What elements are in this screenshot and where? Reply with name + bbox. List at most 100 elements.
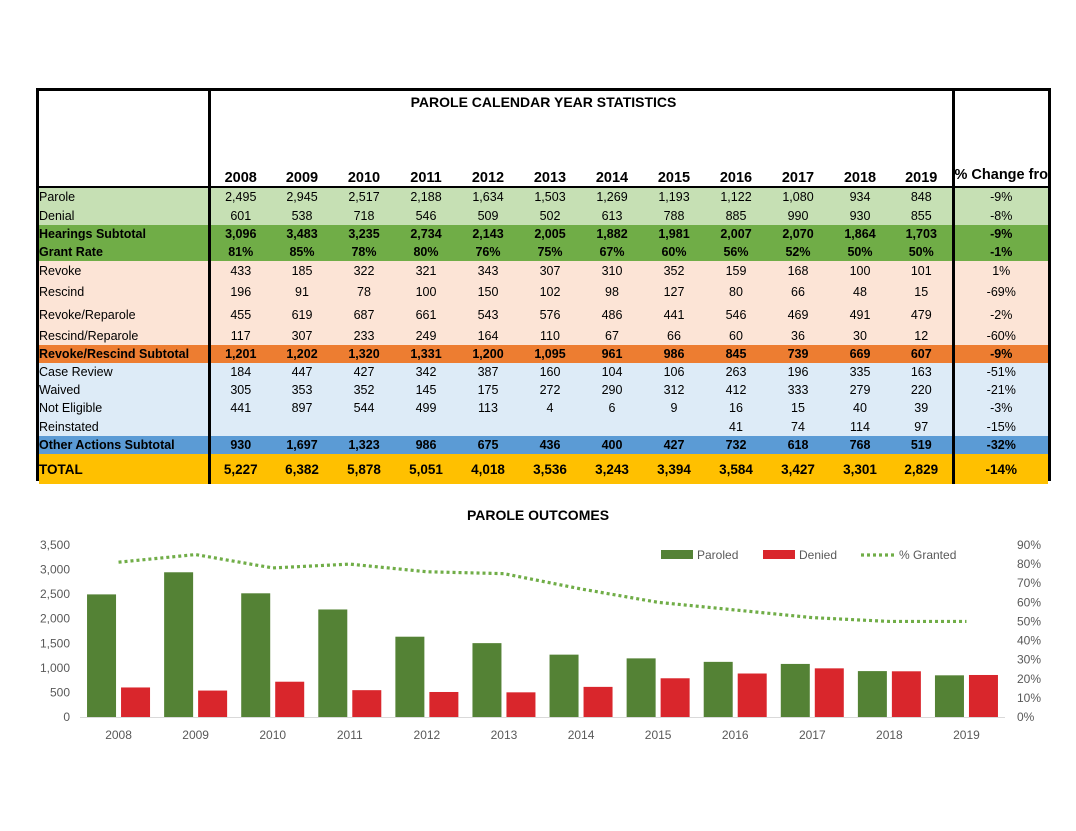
- table-cell: 2,007: [720, 227, 752, 241]
- parole-outcomes-chart: PAROLE OUTCOMES 0 500 1,000 1,500 2,000 2,500…: [0, 495, 1076, 831]
- table-cell: 263: [725, 365, 747, 379]
- table-cell: 4: [546, 401, 554, 415]
- table-cell: 78%: [351, 245, 377, 259]
- pct-change-cell: 1%: [951, 261, 1048, 281]
- pct-change-cell: -21%: [951, 381, 1048, 399]
- denied-bar: [583, 686, 613, 717]
- table-cell: 39: [914, 401, 929, 415]
- table-cell: [209, 417, 271, 436]
- table-cell: 2,829: [904, 461, 939, 477]
- table-cell: 436: [539, 438, 561, 452]
- paroled-bar: [780, 663, 810, 717]
- table-cell: 100: [849, 264, 871, 278]
- table-row: Rescind 196 91 78 100 150 102 98 127 80 66 48 15 -69%: [39, 281, 1048, 303]
- table-cell: 5,227: [223, 461, 258, 477]
- pct-change-cell: -1%: [951, 243, 1048, 261]
- table-cell: 1,200: [472, 347, 504, 361]
- y-tick-label: 1,500: [40, 636, 70, 650]
- table-cell: 986: [663, 347, 685, 361]
- table-cell: 290: [601, 383, 623, 397]
- table-cell: 441: [663, 307, 685, 322]
- table-cell: 486: [601, 307, 623, 322]
- table-cell: 6: [608, 401, 616, 415]
- legend-label-denied: Denied: [799, 548, 837, 562]
- table-cell: 9: [670, 401, 678, 415]
- table-cell: 441: [230, 401, 252, 415]
- table-cell: 499: [415, 401, 437, 415]
- table-row: Not Eligible 441 897 544 499 113 4 6 9 16 15 40 39 -3…: [39, 399, 1048, 417]
- table-cell: 3,394: [657, 461, 691, 477]
- table-cell: 85%: [289, 245, 315, 259]
- table-cell: 307: [291, 328, 313, 343]
- table-cell: 788: [663, 208, 685, 223]
- table-cell: 66: [791, 285, 805, 299]
- table-cell: 3,243: [595, 461, 629, 477]
- table-cell: 220: [910, 383, 932, 397]
- table-cell: 1,864: [844, 227, 876, 241]
- table-cell: 502: [539, 208, 561, 223]
- table-cell: 56%: [723, 245, 749, 259]
- pct-change-cell: -15%: [951, 417, 1048, 436]
- y2-tick-label: 60%: [1017, 595, 1041, 609]
- table-cell: 41: [729, 419, 743, 434]
- table-cell: 30: [853, 328, 867, 343]
- denied-bar: [814, 668, 844, 717]
- table-cell: 80%: [413, 245, 439, 259]
- pct-change-cell: -3%: [951, 399, 1048, 417]
- y2-tick-label: 90%: [1017, 538, 1041, 552]
- year-header: 2010: [347, 170, 381, 186]
- x-tick-label: 2018: [876, 728, 903, 742]
- denied-bar: [352, 690, 382, 717]
- y2-tick-label: 80%: [1017, 557, 1041, 571]
- y-tick-label: 2,500: [40, 587, 70, 601]
- table-cell: 67: [605, 328, 619, 343]
- table-cell: 455: [230, 307, 252, 322]
- table-cell: 36: [791, 328, 805, 343]
- table-cell: 1,095: [534, 347, 566, 361]
- table-cell: 4,018: [471, 461, 505, 477]
- pct-change-cell: -8%: [951, 206, 1048, 225]
- table-cell: 117: [230, 328, 251, 343]
- table-cell: 175: [477, 383, 499, 397]
- legend-swatch-denied: [763, 550, 795, 559]
- table-cell: 66: [667, 328, 681, 343]
- table-cell: 1,202: [286, 347, 318, 361]
- table-cell: 312: [663, 383, 685, 397]
- table-cell: 1,269: [581, 186, 643, 206]
- denied-bar: [737, 673, 767, 717]
- table-row: Rescind/Reparole 117 307 233 249 164 110 67 66 60…: [39, 326, 1048, 345]
- table-cell: 310: [601, 264, 623, 278]
- table-cell: 546: [725, 307, 747, 322]
- table-cell: 2,070: [782, 227, 814, 241]
- table-cell: 2,143: [472, 227, 504, 241]
- table-row: Revoke/Reparole 455 619 687 661 543 576 486 441 5…: [39, 303, 1048, 326]
- table-cell: 1,320: [348, 347, 380, 361]
- pct-change-header: % Change from prior year: [951, 91, 1048, 187]
- table-cell: 60%: [661, 245, 687, 259]
- statistics-grid: 2008 2009 2010 2011 2012 2013 2014 2015 2016 2017…: [39, 91, 1048, 484]
- table-row: Denial 601 538 718 546 509 502 613 788 885 990 930 8…: [39, 206, 1048, 225]
- table-cell: 669: [849, 347, 871, 361]
- table-cell: 3,427: [781, 461, 815, 477]
- table-cell: 75%: [537, 245, 563, 259]
- table-cell: 106: [663, 365, 685, 379]
- row-label: Case Review: [39, 363, 211, 381]
- legend-label-paroled: Paroled: [697, 548, 738, 562]
- table-cell: 113: [478, 401, 498, 415]
- table-cell: 100: [415, 285, 437, 299]
- table-cell: 321: [415, 264, 437, 278]
- x-tick-label: 2012: [414, 728, 441, 742]
- table-cell: 1,080: [767, 186, 829, 206]
- table-cell: 543: [477, 307, 499, 322]
- table-cell: 1,122: [705, 186, 767, 206]
- table-cell: 150: [477, 285, 499, 299]
- table-cell: 1,703: [905, 227, 937, 241]
- table-cell: 934: [829, 186, 891, 206]
- row-label: Grant Rate: [39, 243, 211, 261]
- table-cell: 50%: [908, 245, 934, 259]
- table-cell: 479: [910, 307, 932, 322]
- paroled-bar: [87, 594, 117, 717]
- x-tick-label: 2009: [182, 728, 209, 742]
- table-cell: 5,051: [409, 461, 443, 477]
- row-label: Revoke: [39, 261, 211, 281]
